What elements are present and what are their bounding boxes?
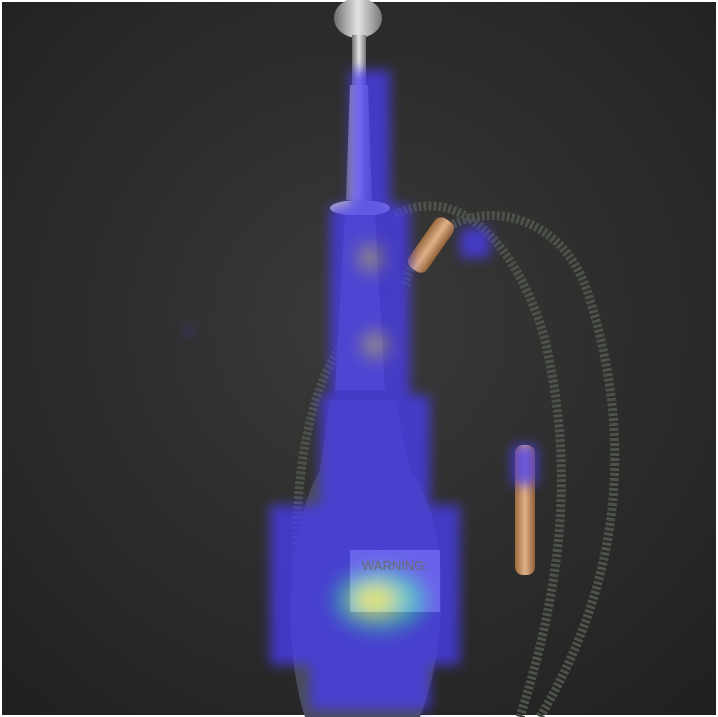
heat-region bbox=[320, 395, 430, 515]
heat-region bbox=[310, 650, 430, 710]
heat-hot bbox=[353, 586, 397, 614]
warning-title: WARNING: bbox=[362, 558, 428, 573]
bowl bbox=[334, 0, 382, 38]
hose bbox=[400, 211, 620, 717]
heat-region bbox=[330, 205, 410, 405]
hose bbox=[392, 201, 566, 717]
heat-hot bbox=[361, 246, 379, 270]
heat-hot bbox=[365, 334, 385, 356]
handle bbox=[407, 217, 455, 273]
heat-region bbox=[512, 445, 537, 485]
heat-region bbox=[350, 70, 390, 220]
heatmap bbox=[186, 70, 537, 710]
heat-region bbox=[186, 328, 192, 334]
heat-region bbox=[460, 228, 490, 258]
